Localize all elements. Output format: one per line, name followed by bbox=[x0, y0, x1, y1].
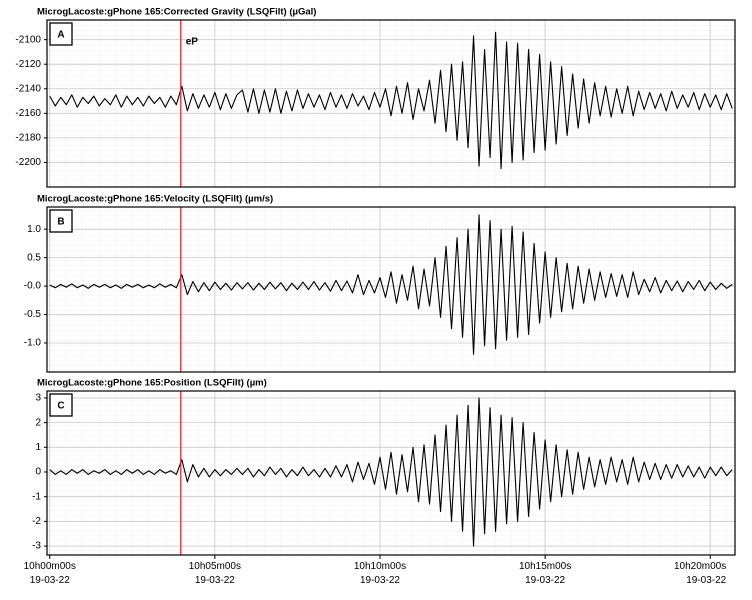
y-tick-label: -0.0 bbox=[24, 281, 42, 292]
x-tick-label: 10h15m00s 19-03-22 bbox=[519, 561, 571, 586]
waveform bbox=[49, 214, 733, 355]
panel-title: MicrogLacoste:gPhone 165:Position (LSQFi… bbox=[37, 378, 267, 389]
y-tick-label: -2120 bbox=[15, 59, 41, 70]
x-tick-label: 10h05m00s 19-03-22 bbox=[189, 561, 241, 586]
plot-frame bbox=[46, 206, 736, 373]
minor-grid bbox=[47, 207, 735, 372]
y-tick-label: 1 bbox=[35, 442, 41, 453]
y-tick-label: -1 bbox=[32, 491, 41, 502]
y-tick-label: 1.0 bbox=[27, 224, 41, 235]
y-tick-label: -2140 bbox=[15, 83, 41, 94]
x-tick-label: 10h10m00s 19-03-22 bbox=[354, 561, 406, 586]
y-tick-label: -0.5 bbox=[24, 309, 42, 320]
y-tick-label: 0.5 bbox=[27, 252, 41, 263]
y-tick-label: -2100 bbox=[15, 34, 41, 45]
minor-grid bbox=[47, 391, 735, 555]
panel-label-box bbox=[49, 22, 73, 46]
y-tick-label: -2180 bbox=[15, 133, 41, 144]
y-tick-label: -1.0 bbox=[24, 338, 42, 349]
panel-title: MicrogLacoste:gPhone 165:Corrected Gravi… bbox=[37, 7, 316, 18]
panel-label: C bbox=[57, 401, 64, 412]
plot-frame bbox=[46, 390, 736, 556]
panel-title: MicrogLacoste:gPhone 165:Velocity (LSQFi… bbox=[37, 194, 273, 205]
y-tick-label: -3 bbox=[32, 541, 41, 552]
panel-label-box bbox=[49, 209, 73, 233]
x-tick-label: 10h20m00s 19-03-22 bbox=[674, 561, 727, 586]
plot-frame bbox=[46, 19, 736, 188]
panel-label: A bbox=[57, 30, 64, 41]
waveform bbox=[49, 31, 733, 170]
minor-grid bbox=[47, 20, 735, 187]
y-tick-label: 3 bbox=[35, 393, 41, 404]
panel-label-box bbox=[49, 393, 73, 417]
y-tick-label: -2160 bbox=[15, 108, 41, 119]
event-label: eP bbox=[186, 37, 199, 48]
y-tick-label: -2 bbox=[32, 516, 41, 527]
y-tick-label: -2200 bbox=[15, 157, 41, 168]
x-tick-label: 10h00m00s 19-03-22 bbox=[24, 561, 76, 586]
y-tick-label: 0 bbox=[35, 467, 41, 478]
panel-label: B bbox=[57, 217, 64, 228]
waveform bbox=[49, 397, 733, 547]
y-tick-label: 2 bbox=[35, 417, 41, 428]
